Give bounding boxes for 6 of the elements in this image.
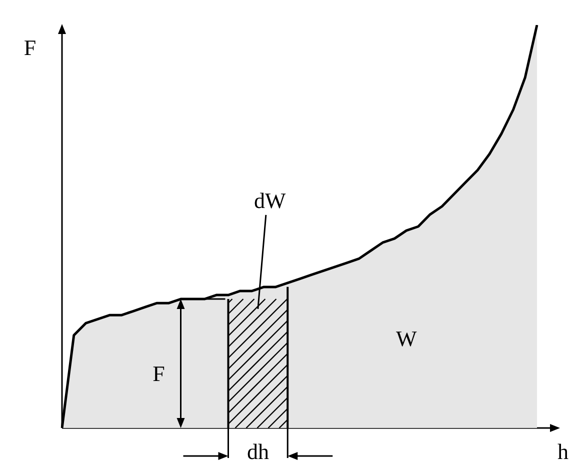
annotation: F	[152, 360, 165, 386]
y-axis-title: F	[24, 35, 36, 60]
annotation: dW	[254, 188, 286, 213]
annotation: W	[396, 326, 417, 352]
x-axis-title: h	[558, 439, 568, 464]
text: dh	[246, 439, 269, 464]
